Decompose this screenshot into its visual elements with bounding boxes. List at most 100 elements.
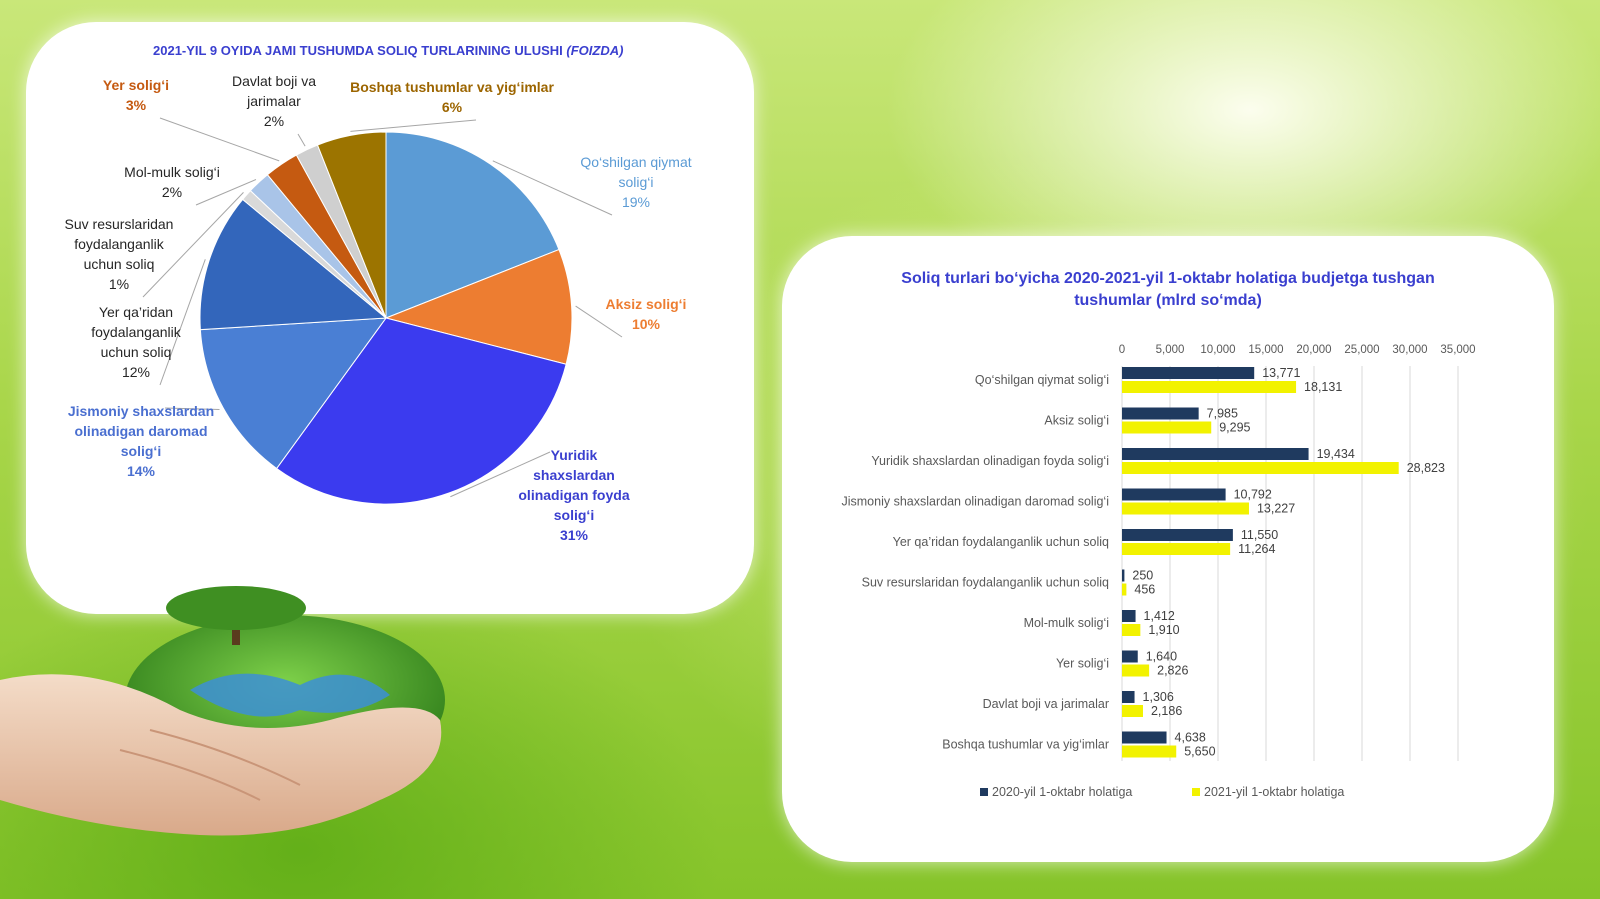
bar-chart-panel: Soliq turlari bo‘yicha 2020-2021-yil 1-o… [782,236,1554,862]
bar-data-label: 1,910 [1148,623,1179,637]
pie-leader-line [142,192,244,298]
pie-slice [199,198,388,331]
bar-data-label: 4,638 [1175,731,1206,745]
bar-data-label: 5,650 [1184,745,1215,759]
legend-swatch [980,788,988,796]
bar-2021 [1122,624,1141,636]
bar-chart-title-line-1: Soliq turlari bo‘yicha 2020-2021-yil 1-o… [901,270,1434,287]
bar-2020 [1122,488,1226,501]
pie-chart-panel: 2021-YIL 9 OYIDA JAMI TUSHUMDA SOLIQ TUR… [26,22,754,614]
x-tick-label: 35,000 [1440,344,1475,356]
globe-water [190,673,390,717]
bar-data-label: 11,264 [1238,542,1275,556]
category-label: Yer solig‘i [1056,657,1109,671]
bar-chart-title-line-2: tushumlar (mlrd so‘mda) [1074,292,1262,309]
pie-leader-line [159,259,206,386]
category-label: Davlat boji va jarimalar [983,697,1109,711]
category-label: Aksiz solig‘i [1044,414,1109,428]
pie-chart: 2021-YIL 9 OYIDA JAMI TUSHUMDA SOLIQ TUR… [65,43,692,543]
x-tick-label: 25,000 [1344,344,1379,356]
category-label: Suv resurslaridan foydalanganlik uchun s… [862,576,1109,590]
hands-shape [0,674,442,836]
bar-data-label: 1,640 [1146,650,1177,664]
bar-data-label: 11,550 [1241,528,1278,542]
bar-2021 [1122,543,1231,555]
bar-data-label: 18,131 [1304,380,1342,394]
category-label: Jismoniy shaxslardan olinadigan daromad … [841,495,1109,509]
pie-slice-label: Jismoniy shaxslardan olinadigan daromad so… [68,403,214,479]
category-label: Mol-mulk solig‘i [1024,616,1109,630]
tree-crown [166,586,306,630]
pie-chart-title: 2021-YIL 9 OYIDA JAMI TUSHUMDA SOLIQ TUR… [153,43,623,58]
pie-slice [275,317,567,505]
pie-leader-line [575,305,623,338]
pie-leader-line [159,117,280,162]
pie-slice-label: Boshqa tushumlar va yig‘imlar 6% [350,79,554,115]
bar-data-label: 19,434 [1317,447,1355,461]
bar-data-label: 7,985 [1207,407,1238,421]
bar-2020 [1122,610,1136,622]
x-tick-label: 30,000 [1392,344,1427,356]
legend-swatch [1192,788,1200,796]
bar-2021 [1122,381,1297,393]
pie-slice-label: Qo‘shilgan qiymat solig‘i 19% [580,154,691,210]
bar-2020 [1122,407,1199,420]
pie-leader-line [297,133,306,147]
category-label: Yer qa’ridan foydalanganlik uchun soliq [893,535,1109,549]
bar-data-label: 1,412 [1144,609,1175,623]
bar-2020 [1122,650,1138,663]
bar-2020 [1122,691,1135,703]
bar-2020 [1122,367,1255,379]
pie-slice-label: Yer qa’ridan foydalanganlik uchun soliq 12% [91,304,182,380]
bar-2020 [1122,731,1167,744]
bar-data-label: 28,823 [1407,461,1445,475]
pie-slice [316,131,387,319]
bar-data-label: 456 [1134,583,1155,597]
bar-data-label: 2,826 [1157,664,1188,678]
pie-slice-label: Aksiz solig‘i 10% [606,296,687,332]
bar-2021 [1122,462,1399,474]
bar-data-label: 10,792 [1234,488,1272,502]
pie-slice-label: Davlat boji va jarimalar 2% [232,73,316,129]
bar-data-label: 1,306 [1143,690,1174,704]
x-tick-label: 15,000 [1248,344,1283,356]
bar-data-label: 9,295 [1219,421,1250,435]
pie-slice-label: Suv resurslaridan foydalanganlik uchun sol… [65,216,174,292]
bar-2021 [1122,583,1127,596]
pie-slice [384,248,573,365]
hand-finger-lines [119,729,301,801]
bar-2021 [1122,705,1143,717]
legend-label: 2020-yil 1-oktabr holatiga [992,785,1132,799]
bar-2021 [1122,745,1177,758]
x-tick-label: 5,000 [1156,344,1185,356]
pie-slice [199,317,388,470]
bar-2020 [1122,448,1309,460]
hands-globe-illustration [0,586,445,836]
bar-2021 [1122,502,1249,515]
pie-slice [385,131,560,319]
pie-slice-label: Yer solig‘i 3% [103,77,169,113]
category-label: Qo‘shilgan qiymat solig‘i [975,373,1109,387]
bar-2021 [1122,421,1212,434]
pie-slice-label: Yuridik shaxslardan olinadigan foyda solig‘… [518,447,629,543]
x-tick-label: 20,000 [1296,344,1331,356]
legend-label: 2021-yil 1-oktabr holatiga [1204,785,1344,799]
bar-2020 [1122,529,1233,541]
category-label: Boshqa tushumlar va yig‘imlar [942,738,1109,752]
bar-data-label: 13,771 [1262,366,1300,380]
bar-data-label: 250 [1132,569,1153,583]
bar-chart: Soliq turlari bo‘yicha 2020-2021-yil 1-o… [841,270,1475,799]
bar-2020 [1122,569,1125,582]
pie-leader-line [164,407,220,411]
pie-leader-line [350,119,477,132]
pie-leader-line [195,179,257,206]
category-label: Yuridik shaxslardan olinadigan foyda sol… [871,454,1109,468]
pie-slice-label: Mol-mulk solig‘i 2% [124,164,220,200]
bar-data-label: 13,227 [1257,502,1295,516]
bar-data-label: 2,186 [1151,704,1182,718]
pie-leader-line [450,451,551,498]
pie-leader-line [492,160,613,216]
x-tick-label: 10,000 [1200,344,1235,356]
bar-2021 [1122,664,1150,677]
x-tick-label: 0 [1119,344,1125,356]
